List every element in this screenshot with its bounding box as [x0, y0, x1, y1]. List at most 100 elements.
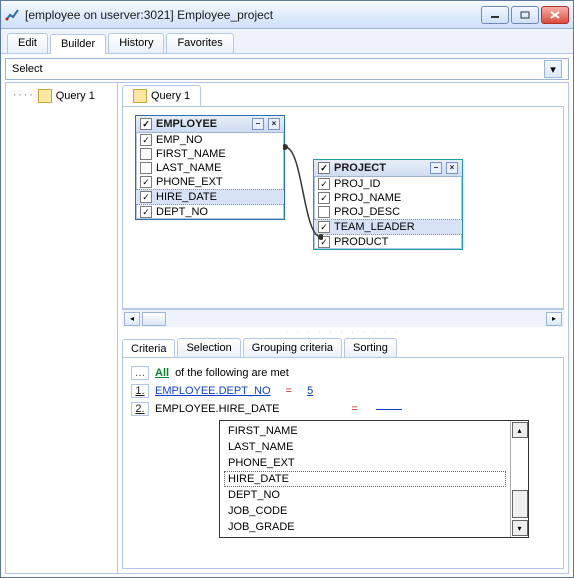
query-tree-item[interactable]: ···· Query 1: [10, 87, 113, 105]
field-label: DEPT_NO: [156, 206, 208, 218]
field-checkbox[interactable]: [140, 134, 152, 146]
tab-edit[interactable]: Edit: [7, 33, 48, 53]
scroll-thumb[interactable]: [512, 490, 528, 518]
field-checkbox[interactable]: [140, 206, 152, 218]
tab-grouping[interactable]: Grouping criteria: [243, 338, 342, 357]
tab-history[interactable]: History: [108, 33, 164, 53]
criteria-suffix-text: of the following are met: [175, 367, 289, 379]
field-label: PROJ_ID: [334, 178, 380, 190]
query-tree-pane: ···· Query 1: [6, 83, 118, 573]
field-label: TEAM_LEADER: [334, 221, 415, 233]
field-checkbox[interactable]: [140, 176, 152, 188]
query-icon: [133, 89, 147, 103]
criteria-row-number[interactable]: 2.: [131, 402, 149, 416]
table-field-row[interactable]: PROJ_ID: [314, 177, 462, 191]
table-field-row[interactable]: PROJ_NAME: [314, 191, 462, 205]
app-icon: [5, 7, 21, 23]
tab-builder[interactable]: Builder: [50, 34, 106, 54]
main-tabs: Edit Builder History Favorites: [1, 29, 573, 54]
query-subtabs: Query 1: [118, 83, 568, 106]
window-maximize-button[interactable]: [511, 6, 539, 24]
lower-tabs: Criteria Selection Grouping criteria Sor…: [118, 338, 568, 357]
table-minimize-icon[interactable]: –: [252, 118, 264, 130]
criteria-field-text[interactable]: EMPLOYEE.HIRE_DATE: [155, 403, 280, 415]
field-label: PHONE_EXT: [156, 176, 223, 188]
table-field-row[interactable]: PROJ_DESC: [314, 205, 462, 219]
criteria-all-link[interactable]: All: [155, 367, 169, 379]
criteria-value-link[interactable]: 5: [307, 385, 313, 397]
field-label: PROJ_NAME: [334, 192, 401, 204]
canvas-scrollbar[interactable]: ◂ ▸: [122, 309, 564, 327]
scroll-left-button[interactable]: ◂: [124, 312, 140, 326]
scroll-thumb[interactable]: [142, 312, 166, 326]
field-checkbox[interactable]: [318, 206, 330, 218]
query-subtab-label: Query 1: [151, 90, 190, 102]
dropdown-item[interactable]: LAST_NAME: [220, 439, 510, 455]
table-field-row[interactable]: LAST_NAME: [136, 161, 284, 175]
dropdown-item[interactable]: DEPT_NO: [220, 487, 510, 503]
table-field-row[interactable]: HIRE_DATE: [136, 189, 284, 205]
dropdown-item[interactable]: FIRST_NAME: [220, 423, 510, 439]
criteria-operator[interactable]: =: [352, 403, 358, 415]
tree-connector: ····: [12, 91, 34, 101]
scroll-up-button[interactable]: ▴: [512, 422, 528, 438]
table-header[interactable]: PROJECT – ×: [314, 160, 462, 177]
field-checkbox[interactable]: [318, 221, 330, 233]
field-checkbox[interactable]: [140, 191, 152, 203]
field-checkbox[interactable]: [140, 148, 152, 160]
dropdown-item[interactable]: JOB_GRADE: [220, 519, 510, 535]
scroll-right-button[interactable]: ▸: [546, 312, 562, 326]
field-label: LAST_NAME: [156, 162, 221, 174]
criteria-value-placeholder[interactable]: [376, 409, 402, 410]
criteria-row[interactable]: 1. EMPLOYEE.DEPT_NO = 5: [131, 382, 555, 400]
splitter-handle[interactable]: · · · · · · · · · · ·: [118, 327, 568, 338]
table-box-employee[interactable]: EMPLOYEE – × EMP_NOFIRST_NAMELAST_NAME PH…: [135, 115, 285, 220]
criteria-panel: … All of the following are met 1. EMPLOY…: [122, 357, 564, 569]
field-label: EMP_NO: [156, 134, 202, 146]
table-field-row[interactable]: PHONE_EXT: [136, 175, 284, 189]
tab-selection[interactable]: Selection: [177, 338, 240, 357]
table-field-row[interactable]: PRODUCT: [314, 235, 462, 249]
field-label: PRODUCT: [334, 236, 388, 248]
table-header[interactable]: EMPLOYEE – ×: [136, 116, 284, 133]
criteria-row[interactable]: 2. EMPLOYEE.HIRE_DATE =: [131, 400, 555, 418]
dropdown-item[interactable]: PHONE_EXT: [220, 455, 510, 471]
criteria-operator[interactable]: =: [286, 385, 292, 397]
table-title: EMPLOYEE: [156, 118, 217, 130]
chevron-down-icon[interactable]: ▾: [544, 60, 562, 78]
criteria-field-link[interactable]: EMPLOYEE.DEPT_NO: [155, 385, 271, 397]
criteria-menu-button[interactable]: …: [131, 366, 149, 380]
field-checkbox[interactable]: [140, 162, 152, 174]
tab-favorites[interactable]: Favorites: [166, 33, 233, 53]
table-box-project[interactable]: PROJECT – × PROJ_ID PROJ_NAME PROJ_DESC TEA…: [313, 159, 463, 250]
table-close-icon[interactable]: ×: [268, 118, 280, 130]
table-select-all-checkbox[interactable]: [140, 118, 152, 130]
table-select-all-checkbox[interactable]: [318, 162, 330, 174]
field-label: PROJ_DESC: [334, 206, 400, 218]
field-checkbox[interactable]: [318, 236, 330, 248]
table-field-row[interactable]: TEAM_LEADER: [314, 219, 462, 235]
query-subtab[interactable]: Query 1: [122, 85, 201, 106]
builder-pane: Query 1 EMPLOYEE – × EMP_NOFIRST_NAMELAS…: [118, 83, 568, 573]
tab-sorting[interactable]: Sorting: [344, 338, 397, 357]
window-minimize-button[interactable]: [481, 6, 509, 24]
dropdown-item[interactable]: HIRE_DATE: [224, 471, 506, 487]
field-checkbox[interactable]: [318, 178, 330, 190]
table-minimize-icon[interactable]: –: [430, 162, 442, 174]
dropdown-scrollbar[interactable]: ▴ ▾: [510, 421, 528, 537]
window-close-button[interactable]: [541, 6, 569, 24]
table-close-icon[interactable]: ×: [446, 162, 458, 174]
statement-type-select[interactable]: Select ▾: [5, 58, 569, 80]
field-dropdown[interactable]: FIRST_NAMELAST_NAMEPHONE_EXTHIRE_DATEDEP…: [219, 420, 529, 538]
criteria-row-number[interactable]: 1.: [131, 384, 149, 398]
field-label: HIRE_DATE: [156, 191, 217, 203]
scroll-down-button[interactable]: ▾: [512, 520, 528, 536]
diagram-canvas[interactable]: EMPLOYEE – × EMP_NOFIRST_NAMELAST_NAME PH…: [122, 106, 564, 309]
table-field-row[interactable]: DEPT_NO: [136, 205, 284, 219]
query-icon: [38, 89, 52, 103]
field-checkbox[interactable]: [318, 192, 330, 204]
table-field-row[interactable]: FIRST_NAME: [136, 147, 284, 161]
tab-criteria[interactable]: Criteria: [122, 339, 175, 358]
table-field-row[interactable]: EMP_NO: [136, 133, 284, 147]
dropdown-item[interactable]: JOB_CODE: [220, 503, 510, 519]
